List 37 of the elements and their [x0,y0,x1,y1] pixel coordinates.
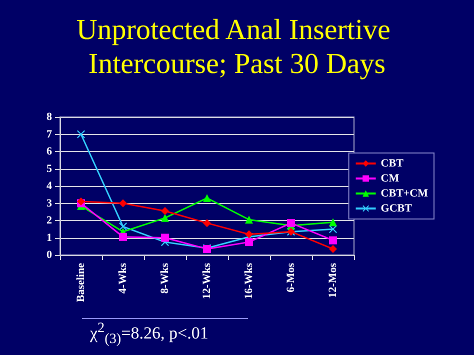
y-tick-label: 8 [46,111,52,123]
y-tick-label: 4 [46,180,52,192]
point [245,238,253,246]
x-tick-label: Baseline [75,262,87,302]
y-tick-label: 0 [46,249,52,261]
legend-label: CBT+CM [380,188,429,200]
point [329,244,337,253]
y-tick-label: 1 [46,232,52,244]
y-tick-label: 7 [46,128,52,140]
chart-title: Unprotected Anal Insertive Intercourse; Past 30 Days [76,14,398,80]
point [119,232,127,241]
point [119,199,127,208]
y-tick-label: 3 [46,197,52,210]
point [245,216,253,224]
x-tick-label: 8-Wks [159,262,171,294]
x-tick-label: 4-Wks [117,262,129,294]
point [203,194,211,202]
legend-label: CM [380,172,400,184]
legend-label: CBT [380,158,404,170]
x-tick-label: 6-Mos [285,262,297,292]
text: χ$^{2}$$_{(3)}$=8.26, p<.01 [90,320,208,348]
point [77,130,85,138]
y-tick-label: 2 [46,214,52,226]
legend-label: GCBT [380,202,413,214]
x-tick-label: 12-Mos [327,262,339,298]
point [329,218,337,226]
point [287,219,295,228]
point [329,236,337,244]
x-tick-label: 16-Wks [243,262,255,300]
y-tick-label: 5 [46,162,52,175]
point [161,207,169,216]
point [161,234,169,242]
x-tick-label: 12-Wks [201,262,213,300]
point [245,230,253,238]
point [161,214,169,222]
y-tick-label: 6 [46,146,52,158]
point [203,219,211,228]
